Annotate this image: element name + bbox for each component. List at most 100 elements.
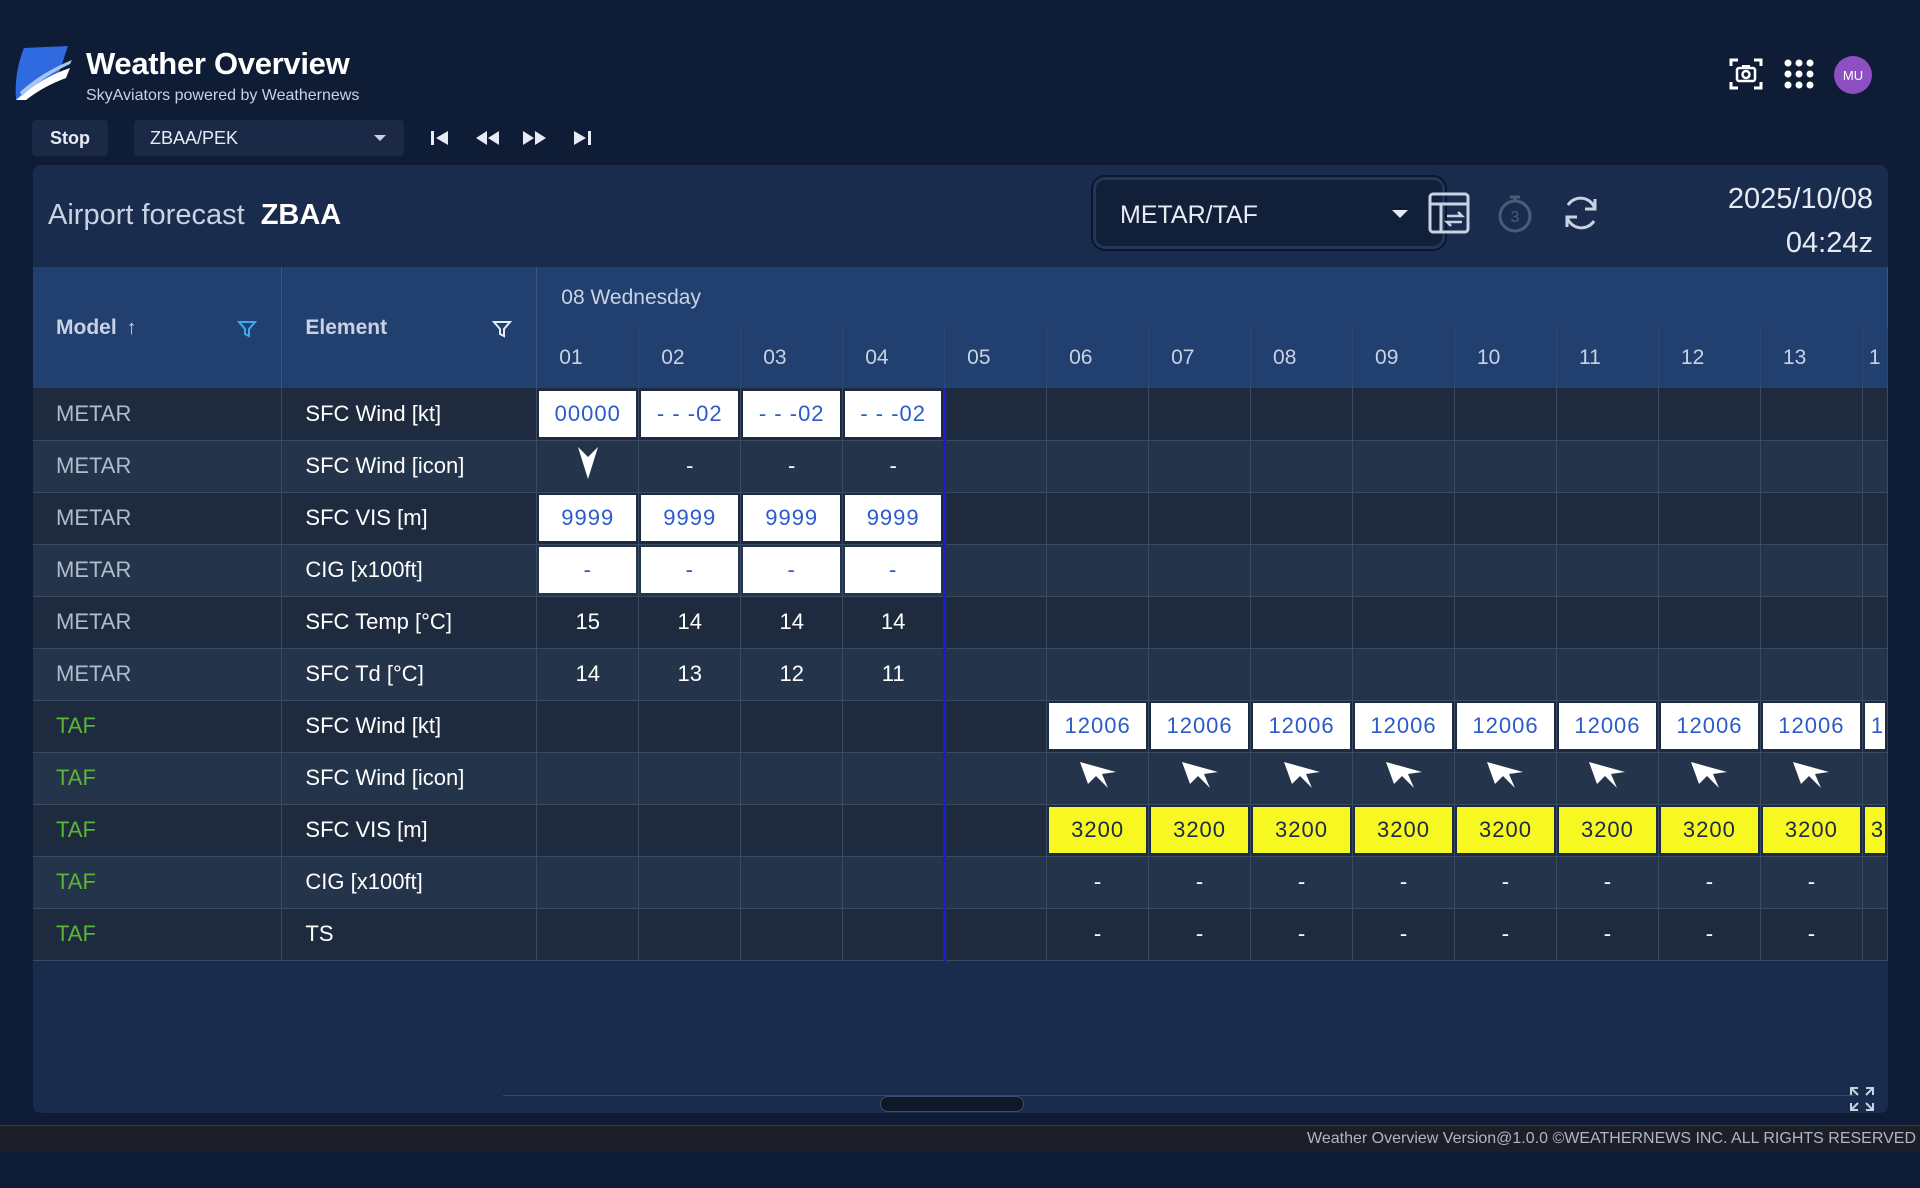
current-date: 2025/10/08 [1727,183,1873,215]
timer-icon[interactable]: 3 [1493,191,1537,235]
value-cell [1454,596,1557,649]
horizontal-scrollbar-track[interactable] [503,1095,1855,1109]
hour-header-row: 01 02 03 04 05 06 07 08 09 10 11 12 13 1 [33,328,1888,388]
skip-to-start-icon[interactable] [426,124,456,152]
refresh-icon[interactable] [1559,191,1603,235]
hour-header: 06 [1046,328,1150,388]
value-cell: - [1148,908,1252,961]
value-box: 3200 [1151,807,1249,853]
value-cell: - [1148,856,1252,909]
value-cell: 3200 [1658,804,1761,857]
fast-forward-icon[interactable] [520,124,550,152]
value-cell [1556,596,1659,649]
column-header-element[interactable]: Element [281,267,538,388]
value-box: 12006 [1253,703,1351,749]
model-cell: METAR [33,648,283,701]
footer: Weather Overview Version@1.0.0 ©WEATHERN… [0,1125,1920,1152]
value-cell [1862,856,1888,909]
sort-ascending-icon[interactable]: ↑ [126,316,137,339]
value-cell: - - -02 [740,388,844,441]
value-cell: 00000 [536,388,640,441]
model-cell: METAR [33,388,283,441]
value-cell [1862,492,1888,545]
forecast-table-body: METAR SFC Wind [kt] 00000- - -02- - -02- -… [33,388,1888,961]
value-cell: 14 [740,596,844,649]
value-box: - - -02 [743,390,841,437]
value-cell [1658,752,1761,805]
swap-table-icon[interactable] [1427,191,1471,235]
chevron-down-icon [1392,210,1408,218]
value-box: - - -02 [845,390,942,437]
hour-header: 07 [1148,328,1252,388]
skip-to-end-icon[interactable] [566,124,596,152]
value-box: 9999 [539,495,637,541]
value-cell [1250,752,1354,805]
user-avatar[interactable]: MU [1834,56,1872,94]
value-cell: 15 [536,596,640,649]
airport-select[interactable]: ZBAA/PEK [134,120,404,156]
value-cell: - [1250,908,1354,961]
value-cell [944,908,1048,961]
model-cell: METAR [33,596,283,649]
value-box: - [845,547,942,593]
footer-text: Weather Overview Version@1.0.0 ©WEATHERN… [1307,1130,1916,1147]
current-time: 04:24z [1785,227,1873,259]
rewind-icon[interactable] [472,124,502,152]
app-title: Weather Overview [86,46,350,81]
value-cell: 12006 [1148,700,1252,753]
value-cell: 9999 [536,492,640,545]
value-cell: - [1046,908,1150,961]
model-cell: METAR [33,440,283,493]
value-cell: 12006 [1658,700,1761,753]
column-header-model[interactable]: Model ↑ [33,267,283,388]
value-cell: - [740,544,844,597]
fullscreen-icon[interactable] [1848,1085,1876,1113]
value-box: 3200 [1456,807,1554,853]
value-box: 12006 [1151,703,1249,749]
hour-header: 1 [1862,328,1888,388]
value-cell: 13 [638,648,742,701]
hour-header: 03 [740,328,844,388]
value-cell [536,908,640,961]
element-cell: SFC Wind [icon] [281,752,538,805]
value-box: 12006 [1355,703,1452,749]
panel-title-prefix: Airport forecast [48,199,245,231]
product-select[interactable]: METAR/TAF [1093,177,1445,249]
hour-header: 12 [1658,328,1761,388]
value-cell [1148,596,1252,649]
value-cell [1352,388,1455,441]
value-cell: - [1658,908,1761,961]
value-cell [1352,492,1455,545]
element-cell: SFC Wind [icon] [281,440,538,493]
value-cell [944,440,1048,493]
value-box: 9999 [641,495,739,541]
value-cell: - [1760,856,1863,909]
element-cell: SFC Wind [kt] [281,700,538,753]
value-cell [1046,648,1150,701]
filter-icon[interactable] [237,319,258,339]
value-cell [944,804,1048,857]
value-cell: 3200 [1454,804,1557,857]
value-cell [1148,388,1252,441]
value-cell [1454,492,1557,545]
table-row: METAR SFC Wind [kt] 00000- - -02- - -02- -… [33,388,1888,441]
value-cell [842,856,947,909]
value-cell [536,440,640,493]
value-cell [842,752,947,805]
value-cell [638,856,742,909]
value-box: 3200 [1660,807,1758,853]
chevron-down-icon [374,135,386,141]
value-cell: 1 [1862,700,1888,753]
value-cell: 12006 [1352,700,1455,753]
stop-button[interactable]: Stop [32,120,108,156]
apps-grid-icon[interactable] [1781,56,1817,92]
value-cell [638,700,742,753]
value-cell [1658,648,1761,701]
wind-direction-icon [1283,762,1320,788]
value-cell [1760,388,1863,441]
filter-icon[interactable] [492,319,513,339]
screenshot-icon[interactable] [1728,56,1764,92]
value-cell [1556,440,1659,493]
horizontal-scrollbar-thumb[interactable] [880,1096,1024,1112]
table-row: METAR SFC Wind [icon] - - - [33,440,1888,493]
